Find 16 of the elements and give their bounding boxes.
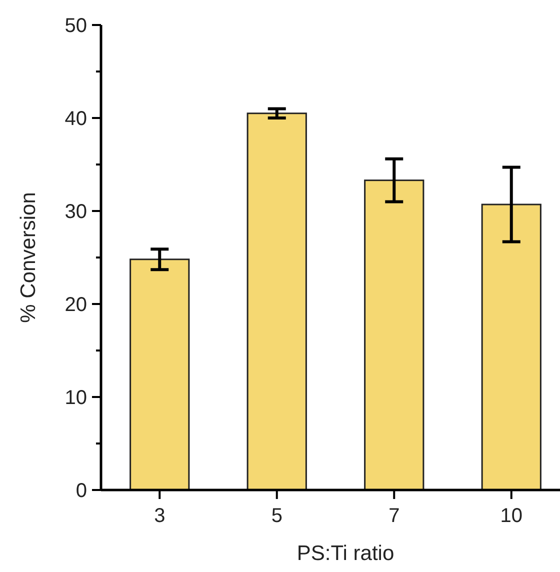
y-tick-label: 40 (64, 108, 87, 130)
x-tick-label: 5 (271, 505, 282, 527)
bar (364, 180, 424, 491)
y-tick-label: 30 (64, 201, 87, 223)
x-tick-label: 10 (500, 505, 522, 527)
bar (130, 258, 190, 491)
bar (246, 112, 307, 491)
x-tick-label: 3 (154, 505, 166, 527)
y-tick-label: 20 (64, 294, 87, 316)
x-tick-label: 7 (388, 505, 400, 527)
x-axis-title: PS:Ti ratio (296, 542, 394, 565)
y-axis-title: % Conversion (17, 192, 40, 323)
y-tick-label: 0 (76, 480, 87, 502)
y-tick-label: 10 (64, 387, 87, 409)
bar (481, 204, 542, 491)
y-tick-label: 50 (64, 15, 87, 37)
